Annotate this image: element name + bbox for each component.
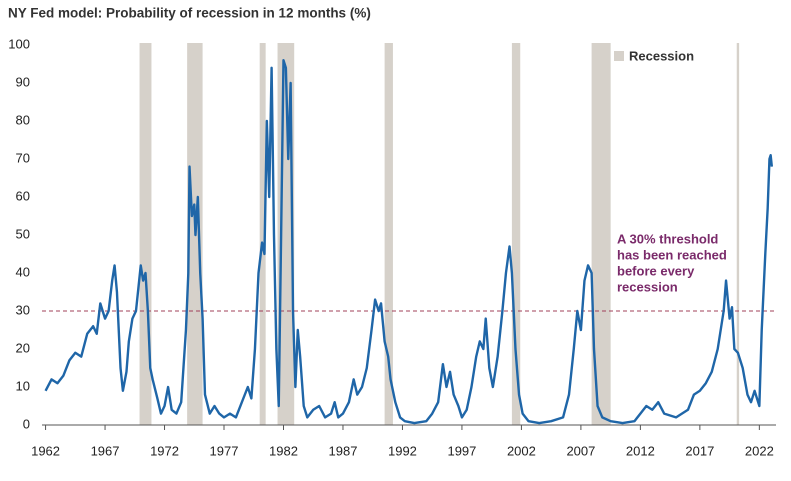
threshold-annotation: has been reached xyxy=(617,247,727,262)
legend-label: Recession xyxy=(629,48,694,63)
y-tick-label: 30 xyxy=(16,302,30,317)
recession-band xyxy=(259,43,266,425)
y-tick-label: 80 xyxy=(16,112,30,127)
y-tick-label: 0 xyxy=(23,416,30,431)
y-tick-label: 40 xyxy=(16,264,30,279)
chart-title: NY Fed model: Probability of recession i… xyxy=(8,6,371,21)
y-tick-label: 20 xyxy=(16,340,30,355)
x-tick-label: 1977 xyxy=(210,443,239,458)
x-tick-label: 2022 xyxy=(745,443,774,458)
x-tick-label: 2012 xyxy=(626,443,655,458)
y-tick-label: 10 xyxy=(16,378,30,393)
x-tick-label: 1972 xyxy=(150,443,179,458)
recession-band xyxy=(591,43,611,425)
x-tick-label: 1962 xyxy=(31,443,60,458)
x-tick-label: 1967 xyxy=(91,443,120,458)
threshold-annotation: recession xyxy=(617,279,678,294)
x-tick-label: 2007 xyxy=(566,443,595,458)
x-tick-label: 2002 xyxy=(507,443,536,458)
x-tick-label: 1982 xyxy=(269,443,298,458)
recession-band xyxy=(384,43,393,425)
threshold-annotation: A 30% threshold xyxy=(617,231,718,246)
x-tick-label: 1992 xyxy=(388,443,417,458)
x-tick-label: 1997 xyxy=(447,443,476,458)
recession-band xyxy=(736,43,740,425)
y-tick-label: 100 xyxy=(8,36,30,51)
y-tick-label: 60 xyxy=(16,188,30,203)
threshold-annotation: before every xyxy=(617,263,695,278)
y-tick-label: 90 xyxy=(16,74,30,89)
y-tick-label: 70 xyxy=(16,150,30,165)
y-tick-label: 50 xyxy=(16,226,30,241)
x-tick-label: 1987 xyxy=(329,443,358,458)
recession-band xyxy=(139,43,152,425)
x-tick-label: 2017 xyxy=(685,443,714,458)
probability-line xyxy=(44,59,774,425)
recession-band xyxy=(511,43,521,425)
legend-swatch xyxy=(614,51,624,61)
